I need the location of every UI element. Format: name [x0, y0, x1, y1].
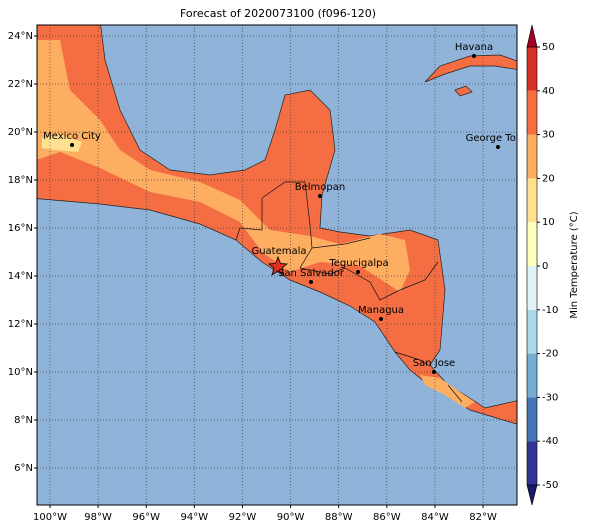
colorbar-band — [527, 134, 537, 179]
lon-tick-label: 100°W — [33, 512, 67, 523]
city-marker — [472, 54, 476, 58]
colorbar-band — [527, 90, 537, 135]
city-marker — [356, 270, 360, 274]
colorbar-tick-label: -40 — [542, 436, 558, 447]
colorbar-band — [527, 47, 537, 91]
lon-tick-label: 98°W — [84, 512, 112, 523]
city-label: Tegucigalpa — [328, 258, 388, 269]
lat-tick-label: 6°N — [14, 463, 33, 474]
city-label: Havana — [455, 42, 493, 53]
colorbar: -50 -40 -30 -20 -10 0 10 20 30 40 50 — [526, 24, 558, 506]
colorbar-tick-label: -30 — [542, 392, 558, 403]
cities: Havana Mexico City George Town Belmopan … — [43, 42, 531, 374]
colorbar-tick-label: -50 — [542, 480, 558, 491]
storm-marker — [267, 255, 289, 276]
colorbar-tick-label: 30 — [542, 130, 555, 141]
highland-region — [37, 40, 410, 292]
colorbar-band — [527, 441, 537, 485]
city-label: San Jose — [413, 358, 455, 369]
colorbar-tick-label: 0 — [542, 261, 548, 272]
lat-tick-label: 14°N — [8, 271, 33, 282]
lon-tick-label: 92°W — [229, 512, 257, 523]
colorbar-band — [527, 309, 537, 354]
city-label: George Town — [466, 133, 531, 144]
lat-tick-label: 20°N — [8, 127, 33, 138]
colorbar-band — [527, 353, 537, 398]
lon-tick-label: 86°W — [373, 512, 401, 523]
lat-tick-label: 22°N — [8, 79, 33, 90]
city-label: Managua — [358, 305, 404, 316]
city-label: Mexico City — [43, 131, 101, 142]
map-frame — [36, 24, 518, 506]
axes: 6°N 8°N 10°N 12°N 14°N 16°N 18°N 20°N 22°N 24°N 10… — [8, 31, 497, 523]
city-marker — [70, 143, 74, 147]
grid — [37, 25, 517, 505]
lon-tick-label: 82°W — [469, 512, 497, 523]
colorbar-label: Min Temperature (°C) — [569, 211, 580, 318]
colorbar-tick-label: 10 — [542, 217, 555, 228]
colorbar-extend-low — [526, 484, 538, 506]
lat-tick-label: 10°N — [8, 367, 33, 378]
city-label: Guatemala — [251, 246, 306, 257]
city-label: Belmopan — [295, 182, 345, 193]
colorbar-tick-label: 20 — [542, 173, 555, 184]
lat-tick-label: 16°N — [8, 223, 33, 234]
colorbar-tick-label: -10 — [542, 305, 558, 316]
colorbar-tick-label: 40 — [542, 86, 555, 97]
borders — [235, 181, 463, 403]
lon-tick-label: 96°W — [132, 512, 160, 523]
lon-tick-label: 90°W — [277, 512, 305, 523]
city-marker — [379, 317, 383, 321]
map-area: Havana Mexico City George Town Belmopan … — [37, 25, 531, 505]
jamaica — [454, 85, 473, 97]
city-marker — [496, 145, 500, 149]
colorbar-band — [527, 222, 537, 266]
lat-tick-label: 12°N — [8, 319, 33, 330]
lon-tick-label: 88°W — [325, 512, 353, 523]
city-marker — [309, 280, 313, 284]
city-label: San Salvador — [278, 268, 345, 279]
map-title: Forecast of 2020073100 (f096-120) — [180, 7, 376, 20]
costa-rica-highland — [420, 375, 475, 408]
colorbar-band — [527, 178, 537, 223]
colorbar-tick-label: -20 — [542, 349, 558, 360]
lat-tick-label: 24°N — [8, 31, 33, 42]
lat-tick-label: 8°N — [14, 415, 33, 426]
colorbar-extend-high — [526, 24, 538, 48]
cuba — [424, 54, 517, 83]
city-marker — [432, 370, 436, 374]
lat-tick-label: 18°N — [8, 175, 33, 186]
cool-region — [42, 134, 82, 152]
colorbar-tick-label: 50 — [542, 42, 555, 53]
colorbar-band — [527, 266, 537, 310]
city-marker — [318, 194, 322, 198]
colorbar-band — [527, 397, 537, 442]
lon-tick-label: 94°W — [181, 512, 209, 523]
lon-tick-label: 84°W — [421, 512, 449, 523]
